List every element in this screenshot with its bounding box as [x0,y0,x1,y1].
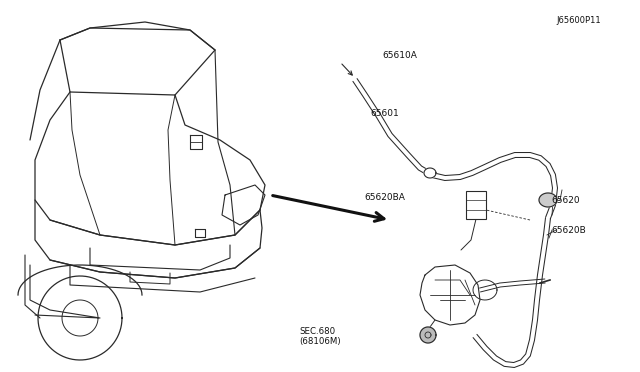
Polygon shape [420,327,436,343]
Text: SEC.680
(68106M): SEC.680 (68106M) [300,327,341,346]
Text: 65610A: 65610A [383,51,417,60]
Text: 65620BA: 65620BA [365,193,406,202]
Text: 65620B: 65620B [552,226,586,235]
Polygon shape [424,168,436,178]
Text: 65620: 65620 [552,196,580,205]
Text: J65600P11: J65600P11 [557,16,602,25]
FancyBboxPatch shape [466,191,486,219]
Text: 65601: 65601 [370,109,399,118]
Polygon shape [539,193,557,207]
